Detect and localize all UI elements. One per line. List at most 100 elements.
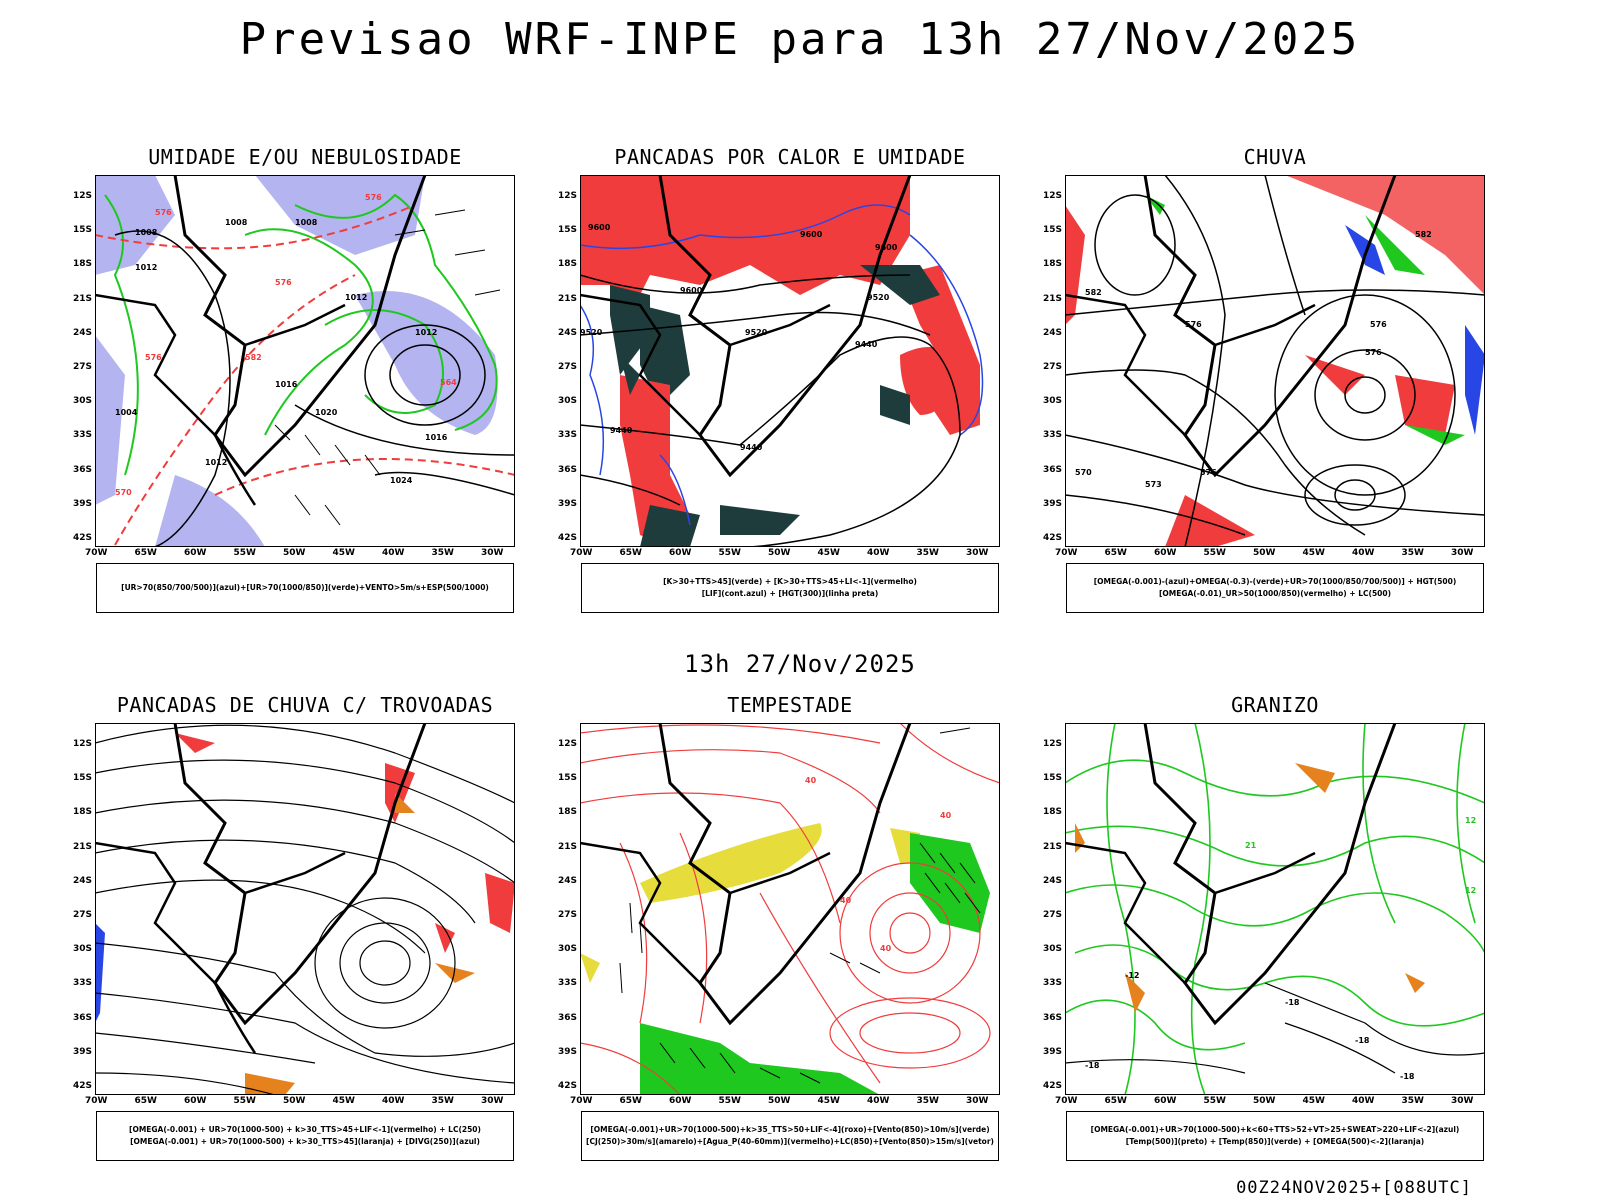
- panel-title: UMIDADE E/OU NEBULOSIDADE: [148, 145, 462, 169]
- legend-line: [LIF](cont.azul) + [HGT(300)](linha pret…: [701, 589, 879, 598]
- lat-label: 30S: [558, 396, 578, 407]
- lat-label: 15S: [558, 773, 578, 784]
- lon-label: 55W: [233, 1096, 256, 1106]
- panel-thunderstorm-showers: PANCADAS DE CHUVA C/ TROVOADAS: [73, 693, 535, 1161]
- main-title: Previsao WRF-INPE para 13h 27/Nov/2025: [239, 14, 1361, 65]
- lon-label: 45W: [1302, 548, 1325, 558]
- lon-label: 50W: [1253, 548, 1276, 558]
- legend-line: [OMEGA(-0.001)-(azul)+OMEGA(-0.3)-(verde…: [1093, 577, 1457, 586]
- svg-text:40: 40: [840, 896, 852, 905]
- map-thunderstorm-showers: [95, 723, 515, 1095]
- lon-label: 50W: [283, 1096, 306, 1106]
- lon-label: 60W: [1154, 1096, 1177, 1106]
- panel-title: GRANIZO: [1231, 693, 1319, 717]
- lon-label: 60W: [669, 548, 692, 558]
- lon-label: 65W: [1104, 1096, 1127, 1106]
- lat-label: 39S: [558, 498, 578, 509]
- lat-label: 36S: [1043, 464, 1063, 475]
- map-humidity: 1008 1008 1008 1012 1012 1012 1016 1020 …: [95, 175, 515, 547]
- lat-label: 27S: [73, 910, 93, 920]
- lon-label: 30W: [966, 548, 989, 558]
- svg-text:1004: 1004: [115, 408, 138, 417]
- lat-label: 30S: [1043, 944, 1063, 955]
- svg-text:12: 12: [1465, 816, 1476, 825]
- legend-line: [K>30+TTS>45](verde) + [K>30+TTS>45+LI<-…: [663, 577, 917, 586]
- legend: [OMEGA(-0.001)+UR>70(1000-500)+k<60+TTS>…: [1066, 1111, 1484, 1161]
- svg-text:564: 564: [440, 378, 457, 387]
- lat-label: 39S: [73, 1046, 93, 1057]
- lon-label: 55W: [718, 548, 741, 558]
- svg-text:576: 576: [1370, 320, 1387, 329]
- axis-labels: 12S 15S 18S 21S 24S 27S 30S 33S 36S 39S 42S 70W 65W 6…: [558, 145, 1020, 605]
- lon-label: 30W: [481, 548, 504, 558]
- lat-label: 42S: [558, 533, 578, 543]
- lat-label: 39S: [1043, 498, 1063, 509]
- lat-label: 21S: [558, 293, 578, 304]
- panel-rain: CHUVA: [1043, 145, 1505, 613]
- svg-text:40: 40: [940, 811, 952, 820]
- panel-storm: TEMPESTADE: [558, 693, 1020, 1161]
- lat-label: 12S: [558, 191, 578, 201]
- lat-label: 27S: [1043, 362, 1063, 372]
- svg-text:9520: 9520: [580, 328, 603, 337]
- lat-label: 12S: [73, 739, 93, 749]
- legend: [OMEGA(-0.001)+UR>70(1000-500)+k>35_TTS>…: [581, 1111, 999, 1161]
- lon-label: 65W: [619, 1096, 642, 1106]
- panel-title: PANCADAS POR CALOR E UMIDADE: [614, 145, 966, 169]
- lat-label: 33S: [558, 978, 578, 989]
- legend-line: [OMEGA(-0.001)+UR>70(1000-500)+k>35_TTS>…: [590, 1125, 990, 1134]
- lat-label: 36S: [73, 1012, 93, 1023]
- map-hail: 12 12 -18 -18 -18 -18 -12 21: [1065, 723, 1485, 1095]
- lat-label: 33S: [558, 430, 578, 441]
- lat-label: 24S: [558, 327, 578, 338]
- lon-label: 40W: [1352, 548, 1375, 558]
- lon-label: 55W: [1203, 548, 1226, 558]
- axis-labels: 12S 15S 18S 21S 24S 27S 30S 33S 36S 39S 42S 70W 65W 6…: [73, 693, 535, 1153]
- svg-text:-18: -18: [1085, 1061, 1100, 1070]
- lon-label: 65W: [134, 548, 157, 558]
- lon-label: 40W: [382, 548, 405, 558]
- legend-line: [UR>70(850/700/500)](azul)+[UR>70(1000/8…: [121, 583, 489, 592]
- svg-text:9440: 9440: [610, 426, 633, 435]
- lon-label: 40W: [382, 1096, 405, 1106]
- lon-label: 50W: [1253, 1096, 1276, 1106]
- lat-label: 36S: [1043, 1012, 1063, 1023]
- lon-label: 70W: [570, 1096, 593, 1106]
- lat-label: 33S: [1043, 430, 1063, 441]
- lon-label: 70W: [1055, 1096, 1078, 1106]
- lon-label: 35W: [916, 1096, 939, 1106]
- lon-label: 45W: [817, 1096, 840, 1106]
- axis-labels: 12S 15S 18S 21S 24S 27S 30S 33S 36S 39S 42S 70W 65W 6…: [558, 693, 1020, 1153]
- lat-label: 36S: [558, 1012, 578, 1023]
- panel-title: CHUVA: [1243, 145, 1307, 169]
- lon-label: 60W: [669, 1096, 692, 1106]
- svg-text:9520: 9520: [745, 328, 768, 337]
- lat-label: 15S: [73, 225, 93, 236]
- lon-label: 35W: [916, 548, 939, 558]
- lat-label: 36S: [558, 464, 578, 475]
- lat-label: 21S: [73, 841, 93, 852]
- map-rain: 582 582 576 576 576 573 570 576: [1065, 175, 1485, 547]
- lat-label: 24S: [558, 875, 578, 886]
- lon-label: 40W: [867, 1096, 890, 1106]
- panel-heat-showers: PANCADAS POR CALOR E UMIDADE 9600 9600 9…: [558, 145, 1020, 613]
- lat-label: 39S: [73, 498, 93, 509]
- svg-text:1012: 1012: [415, 328, 437, 337]
- lat-label: 24S: [1043, 327, 1063, 338]
- lon-label: 45W: [332, 1096, 355, 1106]
- lat-label: 21S: [73, 293, 93, 304]
- svg-text:576: 576: [155, 208, 172, 217]
- lat-label: 21S: [558, 841, 578, 852]
- lat-label: 33S: [1043, 978, 1063, 989]
- lat-label: 18S: [73, 807, 93, 818]
- svg-text:-18: -18: [1400, 1072, 1415, 1081]
- svg-text:9440: 9440: [740, 443, 763, 452]
- lon-label: 65W: [1104, 548, 1127, 558]
- mid-title: 13h 27/Nov/2025: [684, 650, 916, 678]
- svg-text:1020: 1020: [315, 408, 338, 417]
- svg-text:576: 576: [365, 193, 382, 202]
- svg-text:21: 21: [1245, 841, 1257, 850]
- svg-text:40: 40: [880, 944, 892, 953]
- lat-label: 30S: [1043, 396, 1063, 407]
- lon-label: 60W: [184, 1096, 207, 1106]
